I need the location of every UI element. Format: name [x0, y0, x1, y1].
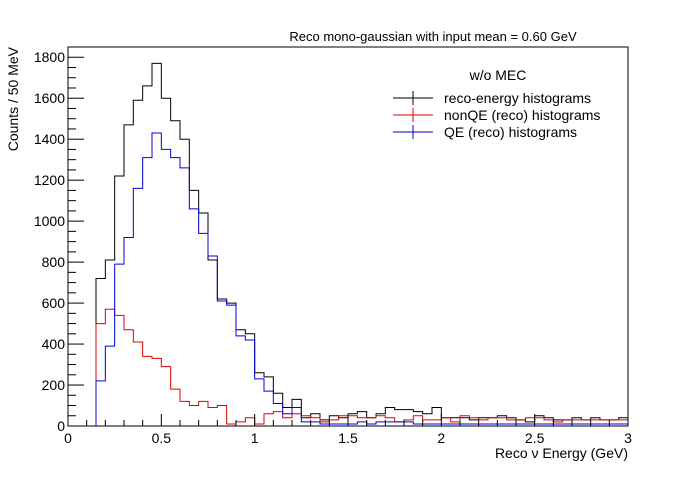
y-tick-label: 1200 — [34, 172, 65, 188]
histogram-series-2 — [68, 132, 628, 427]
x-tick-label: 1.5 — [338, 430, 358, 446]
y-tick-label: 1000 — [34, 213, 65, 229]
x-tick-label: 0.5 — [152, 430, 172, 446]
y-tick-label: 200 — [42, 377, 66, 393]
y-axis: 0 200 400 600 800 1000 1200 1400 1600 1800 — [34, 46, 84, 434]
y-axis-title: Counts / 50 MeV — [5, 46, 21, 151]
y-tick-label: 1400 — [34, 131, 65, 147]
legend-label-0: reco-energy histograms — [444, 90, 591, 106]
x-axis-title: Reco ν Energy (GeV) — [495, 445, 628, 461]
x-axis: 0 0.5 1 1.5 2 2.5 3 — [64, 414, 632, 446]
histogram-series-layer — [68, 62, 628, 427]
legend-label-1: nonQE (reco) histograms — [444, 107, 600, 123]
chart-title: Reco mono-gaussian with input mean = 0.6… — [289, 29, 577, 44]
x-tick-label: 3 — [624, 430, 632, 446]
x-tick-label: 2.5 — [525, 430, 545, 446]
y-tick-label: 400 — [42, 336, 66, 352]
x-tick-label: 0 — [64, 430, 72, 446]
legend-header: w/o MEC — [469, 67, 527, 83]
legend-label-2: QE (reco) histograms — [444, 124, 577, 140]
y-tick-label: 600 — [42, 295, 66, 311]
x-tick-label: 2 — [437, 430, 445, 446]
y-tick-label: 1600 — [34, 90, 65, 106]
histogram-series-1 — [68, 308, 628, 427]
x-tick-label: 1 — [251, 430, 259, 446]
y-tick-label: 1800 — [34, 49, 65, 65]
y-tick-label: 800 — [42, 254, 66, 270]
y-tick-label: 0 — [57, 418, 65, 434]
